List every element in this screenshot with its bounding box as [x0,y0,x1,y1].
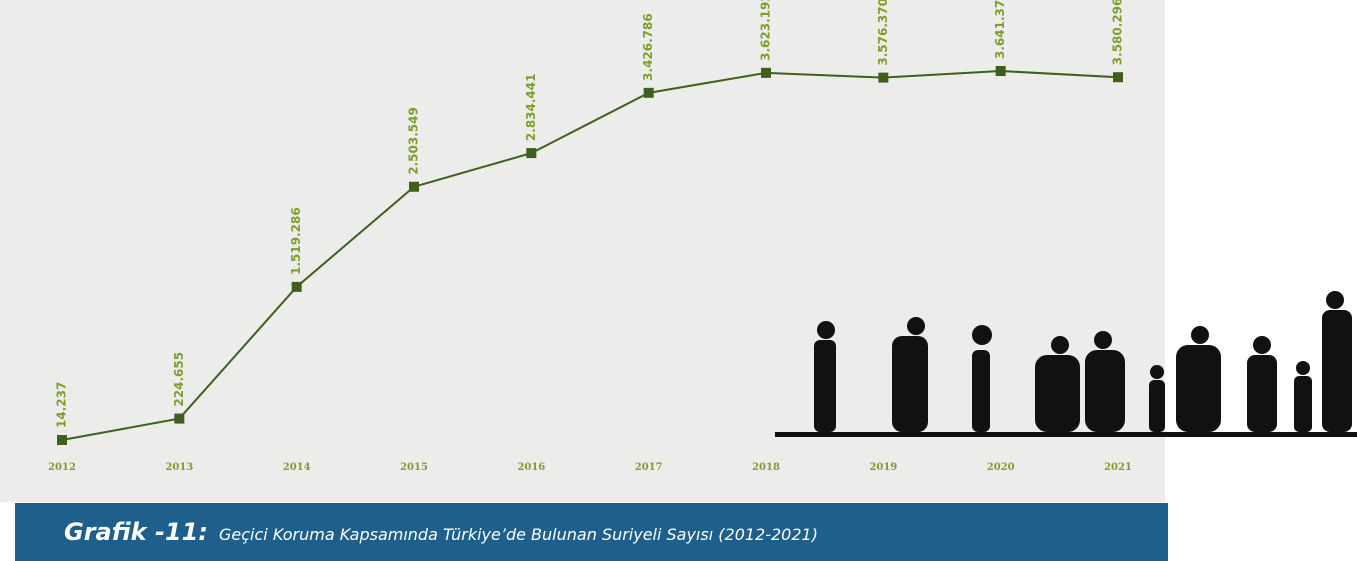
figure [1294,376,1312,432]
x-tick-label: 2013 [165,462,193,473]
value-label: 224.655 [172,352,186,407]
figure [1322,310,1352,432]
marker [761,67,771,78]
x-tick-label: 2021 [1104,462,1132,473]
figure [972,350,990,432]
figure [1085,350,1125,432]
value-label: 3.580.296 [1111,0,1125,65]
figure [1176,345,1221,432]
silhouettes [775,291,1357,437]
value-label: 2.834.441 [524,74,538,142]
figure [814,340,836,432]
value-label: 3.576.370 [876,0,890,66]
x-tick-label: 2012 [48,462,76,473]
marker [174,413,185,424]
figure [1150,365,1164,379]
figure [1094,331,1112,349]
x-tick-label: 2015 [400,462,428,473]
ground [775,432,1357,437]
marker [643,87,654,98]
figure [972,325,992,345]
figure [1296,361,1310,375]
chart-title: Geçici Koruma Kapsamında Türkiye’de Bulu… [219,525,818,544]
caption-bar [15,503,1168,561]
figure [1191,326,1209,344]
chart-background [0,0,1165,502]
figure [907,317,925,335]
marker [995,66,1006,76]
value-label: 3.641.370 [993,0,1007,59]
caption: Grafik -11: Geçici Koruma Kapsamında Tür… [64,518,818,546]
x-tick-label: 2016 [517,462,545,473]
marker [57,435,67,445]
marker [878,72,889,83]
figure [1326,291,1344,309]
figure [1035,355,1080,432]
figure [1051,336,1069,354]
x-tick-label: 2014 [283,462,311,473]
marker [291,281,302,292]
figure [892,336,928,432]
figure [1247,355,1277,432]
value-label: 3.426.786 [641,13,655,81]
marker [409,181,419,192]
x-tick-label: 2017 [635,462,663,473]
caption-label: Grafik -11: [64,518,208,546]
figure [1149,380,1165,432]
value-label: 14.237 [55,382,69,428]
marker [526,148,537,159]
marker [1113,72,1123,83]
x-tick-label: 2018 [752,462,780,473]
value-label: 2.503.549 [407,107,421,175]
line [61,69,1119,441]
value-label: 1.519.286 [289,207,303,275]
figure [817,321,835,339]
figure [1253,336,1271,354]
value-label: 3.623.192 [759,0,773,61]
x-tick-label: 2020 [987,462,1015,473]
x-tick-label: 2019 [869,462,897,473]
